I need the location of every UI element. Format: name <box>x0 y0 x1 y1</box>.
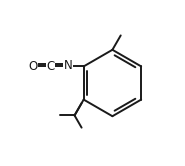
Text: N: N <box>63 59 72 72</box>
Text: C: C <box>46 60 55 73</box>
Text: O: O <box>28 60 38 73</box>
